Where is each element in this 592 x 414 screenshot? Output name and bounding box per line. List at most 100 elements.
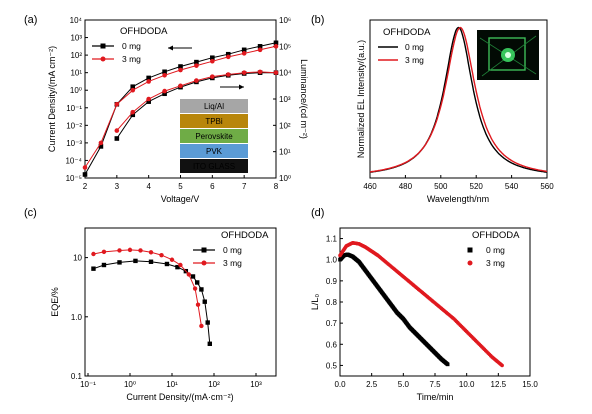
series-0-point (195, 280, 200, 285)
y-tick-label: 1.1 (326, 235, 338, 244)
x-axis-label: Current Density/(mA·cm⁻²) (126, 392, 233, 402)
series-0-point (202, 299, 207, 304)
series-1-point (114, 101, 120, 107)
y2-tick-label: 10⁰ (279, 174, 291, 183)
series-0-point (117, 260, 122, 265)
series-3-point (178, 83, 183, 89)
series-1-point (148, 250, 154, 255)
layer-label: TPBi (205, 117, 223, 126)
panel-label: (a) (24, 14, 37, 26)
panel-label: (d) (311, 207, 324, 219)
legend-title: OFHDODA (383, 27, 431, 38)
panel-label: (c) (24, 207, 37, 219)
x-tick-label: 500 (434, 182, 448, 191)
y-tick-label: 10⁻¹ (66, 104, 82, 113)
panel-c-frame (84, 227, 277, 377)
x-tick-label: 460 (363, 182, 377, 191)
x-tick-label: 3 (115, 182, 120, 191)
y-tick-label: 10² (70, 51, 82, 60)
series-3-point (146, 96, 151, 102)
series-2-point (146, 99, 151, 104)
layer-label: ITO GLASS (193, 162, 235, 171)
legend-title: OFHDODA (221, 230, 269, 241)
y-axis-label: L/L₀ (310, 294, 320, 311)
legend-title: OFHDODA (472, 230, 520, 241)
legend-3mg-marker (100, 56, 106, 62)
x-axis-label: Time/min (417, 392, 454, 402)
y2-tick-label: 10¹ (279, 148, 291, 157)
legend-title: OFHDODA (120, 26, 168, 37)
series-3-point (162, 88, 167, 94)
x-tick-label: 10⁰ (124, 380, 136, 389)
y-axis-label: EQE/% (50, 287, 60, 317)
y-tick-label: 10⁻⁵ (66, 174, 82, 183)
series-1-point (192, 286, 198, 291)
series-0-point (148, 259, 154, 264)
y-tick-label: 10⁻² (66, 121, 82, 130)
legend-label: 3 mg (405, 55, 424, 65)
layer-ito (180, 159, 248, 173)
series-1-point (194, 63, 199, 68)
series-0-point (164, 261, 170, 267)
series-1-point (273, 44, 279, 49)
y-tick-label: 10⁻³ (66, 139, 82, 148)
panel-b-frame (369, 19, 548, 179)
series-1-point (241, 51, 247, 56)
legend-0mg-label: 0 mg (486, 245, 505, 255)
arrow-right-head (239, 84, 244, 90)
y-tick-label: 0.9 (326, 277, 338, 286)
y-axis-label: Current Density/(mA cm⁻²) (47, 46, 57, 152)
x-tick-label: 10¹ (166, 380, 178, 389)
y-tick-label: 1.0 (71, 313, 83, 322)
x-tick-label: 2 (83, 182, 88, 191)
x-axis-label: Voltage/V (161, 194, 200, 204)
series-0-point (257, 44, 263, 49)
series-1-point (186, 272, 191, 277)
arrow-left-head (168, 45, 173, 51)
series-0-point (190, 274, 196, 279)
x-axis-label: Wavelength/nm (427, 194, 489, 204)
y2-tick-label: 10⁵ (279, 42, 291, 51)
series-3-point (114, 128, 120, 133)
legend-3mg-marker (467, 260, 473, 266)
series-1-point (178, 67, 183, 73)
series-0-line (93, 260, 211, 344)
series-1-point (178, 262, 183, 268)
series-3-point (225, 72, 231, 77)
x-tick-label: 480 (399, 182, 413, 191)
series-0-point (146, 75, 151, 81)
y-tick-label: 0.7 (326, 319, 338, 328)
series-0-point (101, 262, 107, 268)
layer-tpbi (180, 114, 248, 128)
x-tick-label: 7.5 (429, 380, 441, 389)
y2-tick-label: 10³ (279, 95, 291, 104)
photo-emission-core (505, 52, 511, 58)
series-1-point (195, 302, 201, 307)
series-0-point (205, 320, 210, 325)
y-axis-label: Normalized EL Intensity/(a.u.) (356, 40, 366, 158)
series-3-point (273, 70, 279, 75)
series-1-point (500, 363, 504, 368)
series-1-point (98, 140, 104, 146)
series-1-point (130, 87, 136, 93)
x-tick-label: 8 (274, 182, 279, 191)
series-1-point (210, 58, 215, 64)
x-tick-label: 12.5 (491, 380, 507, 389)
series-3-point (257, 69, 263, 75)
panel-c: 10⁻¹ 10⁰ 10¹ 10² 10³ 0.1 1.0 10 Current Density/… (24, 207, 277, 402)
x-tick-label: 10⁻¹ (80, 380, 96, 389)
series-1-point (101, 249, 107, 255)
x-tick-label: 10² (208, 380, 220, 389)
legend-3mg-label: 3 mg (486, 258, 505, 268)
series-0-point (133, 258, 138, 264)
series-0-point (194, 59, 199, 65)
series-3-point (241, 70, 247, 75)
x-tick-label: 5.0 (398, 380, 410, 389)
series-0-point (207, 341, 212, 346)
series-1-point (127, 247, 133, 253)
y-tick-label: 10⁻⁴ (65, 156, 82, 165)
layer-liq (180, 99, 248, 113)
x-tick-label: 4 (146, 182, 151, 191)
y2-tick-label: 10⁶ (279, 16, 291, 25)
